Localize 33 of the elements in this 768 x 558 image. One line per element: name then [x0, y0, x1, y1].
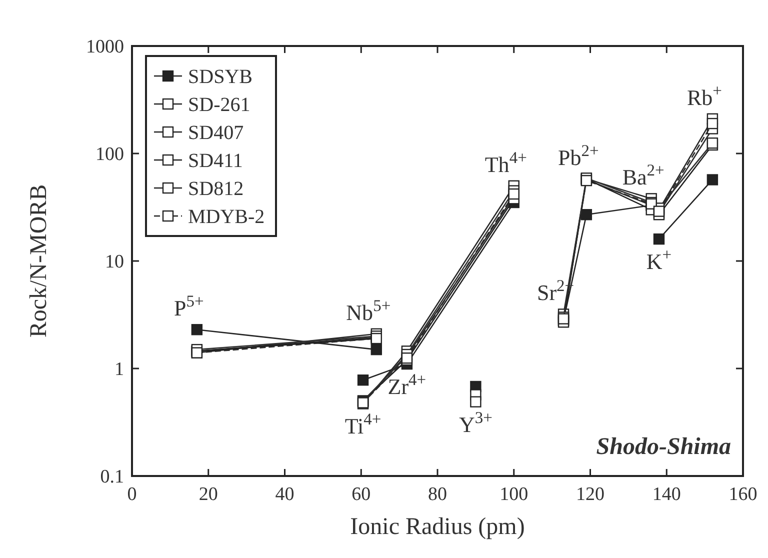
x-tick-label: 40	[275, 484, 294, 505]
annotation: Shodo-Shima	[596, 434, 731, 460]
legend-label: SD411	[188, 150, 243, 172]
annotation: Nb$^{5+}$	[346, 295, 391, 325]
x-tick-label: 120	[576, 484, 604, 505]
y-axis-title: Rock/N-MORB	[26, 184, 52, 338]
x-tick-label: 0	[127, 484, 137, 505]
y-tick-label: 10	[105, 252, 124, 273]
x-tick-label: 80	[428, 484, 447, 505]
legend-label: SD-261	[188, 94, 250, 116]
annotation: Ba$^{2+}$	[622, 160, 664, 190]
annotation: Th$^{4+}$	[484, 147, 527, 177]
annotation: Ti$^{4+}$	[344, 409, 382, 439]
y-tick-label: 100	[96, 144, 124, 166]
legend-label: SD812	[188, 178, 244, 200]
legend-label: MDYB-2	[188, 206, 265, 228]
y-tick-label: 1	[114, 359, 124, 380]
y-tick-label: 1000	[86, 36, 124, 58]
annotation: Pb$^{2+}$	[558, 140, 599, 170]
y-tick-label: 0.1	[100, 466, 124, 488]
legend-label: SDSYB	[188, 66, 252, 88]
annotation: K$^{+}$	[646, 244, 672, 274]
x-tick-label: 20	[198, 484, 218, 505]
x-tick-label: 100	[500, 484, 528, 505]
annotation: Y$^{3+}$	[458, 407, 492, 437]
x-tick-label: 160	[728, 484, 758, 505]
x-tick-label: 60	[352, 484, 371, 505]
annotation: P$^{5+}$	[174, 291, 204, 321]
annotation: Zr$^{4+}$	[388, 370, 426, 400]
annotation: Rb$^{+}$	[686, 80, 722, 110]
x-axis-title: Ionic Radius (pm)	[350, 514, 525, 540]
x-tick-label: 140	[652, 484, 681, 505]
legend-label: SD407	[188, 122, 244, 144]
